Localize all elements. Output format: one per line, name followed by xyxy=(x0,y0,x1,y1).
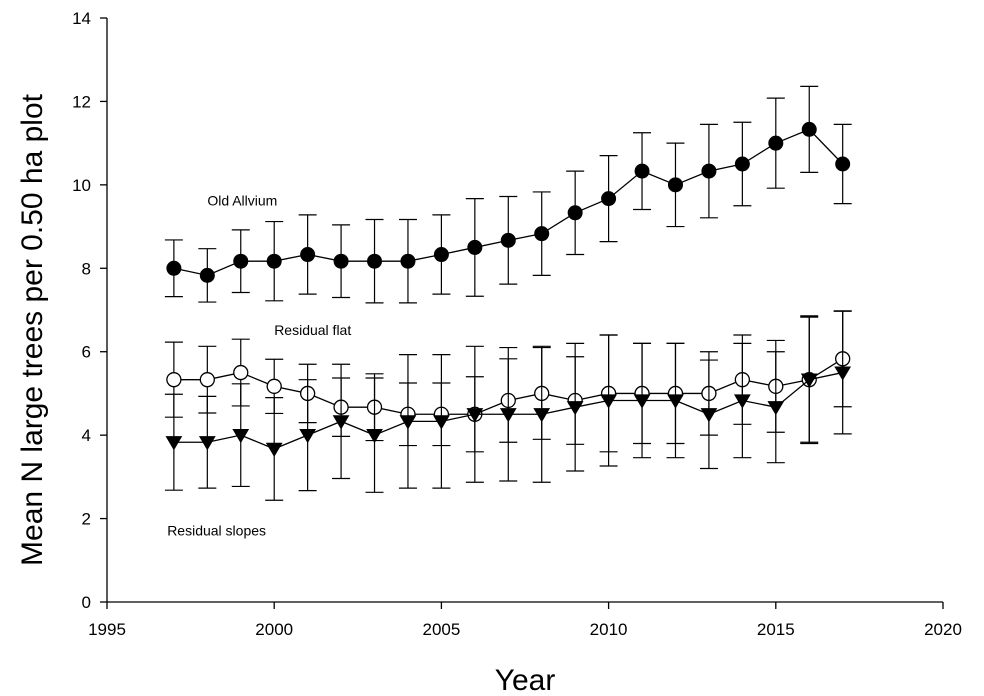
data-point xyxy=(734,156,750,172)
data-point xyxy=(165,436,183,451)
data-point xyxy=(667,177,683,193)
x-tick-label: 2005 xyxy=(422,620,460,639)
y-tick-label: 8 xyxy=(82,259,91,278)
x-axis-title: Year xyxy=(495,664,556,696)
x-tick-label: 2000 xyxy=(255,620,293,639)
data-point xyxy=(466,408,484,423)
data-point xyxy=(332,415,350,430)
data-point xyxy=(166,260,182,276)
x-tick-label: 1995 xyxy=(88,620,126,639)
data-point xyxy=(800,373,818,388)
data-point xyxy=(633,394,651,409)
series-annotation: Residual flat xyxy=(274,322,351,338)
data-point xyxy=(600,394,617,409)
y-tick-label: 4 xyxy=(82,426,91,445)
y-axis-title: Mean N large trees per 0.50 ha plot xyxy=(16,93,49,566)
y-tick-label: 12 xyxy=(72,92,91,111)
data-point xyxy=(233,364,249,381)
data-point xyxy=(835,156,851,172)
data-point xyxy=(533,408,551,423)
data-point xyxy=(433,415,450,430)
data-point xyxy=(233,253,249,269)
data-point xyxy=(366,429,383,444)
y-tick-label: 14 xyxy=(72,9,91,28)
data-point xyxy=(333,253,349,269)
annotation-layer: Old Allvium Residual flat Residual slopes xyxy=(167,193,351,539)
series-annotation: Old Allvium xyxy=(207,193,277,209)
data-point xyxy=(467,239,483,255)
y-tick-label: 2 xyxy=(82,510,91,529)
data-point xyxy=(199,372,215,388)
data-point xyxy=(566,401,584,416)
y-tick-label: 10 xyxy=(72,176,91,195)
data-point xyxy=(266,253,282,269)
data-point xyxy=(534,226,550,242)
data-point xyxy=(400,253,416,269)
data-point xyxy=(768,135,784,151)
series-annotation: Residual slopes xyxy=(167,522,266,538)
data-point xyxy=(300,247,316,263)
data-point xyxy=(733,394,751,409)
data-point xyxy=(232,429,250,444)
x-axis: 1995 2000 2005 2010 2015 2020 xyxy=(88,602,962,639)
x-tick-label: 2015 xyxy=(757,620,795,639)
data-point xyxy=(801,121,817,137)
data-point xyxy=(367,253,383,269)
data-point xyxy=(499,408,517,423)
data-point xyxy=(634,163,650,179)
data-point xyxy=(399,415,417,430)
series-filled-triangle-down xyxy=(164,310,852,501)
data-point xyxy=(767,401,785,416)
series-layer xyxy=(164,85,852,501)
data-point xyxy=(834,366,852,381)
data-point xyxy=(198,436,216,451)
x-tick-label: 2020 xyxy=(924,620,962,639)
x-tick-label: 2010 xyxy=(590,620,628,639)
data-point xyxy=(567,205,583,221)
y-tick-label: 0 xyxy=(82,593,91,612)
plot-frame xyxy=(106,18,943,603)
data-point xyxy=(433,247,449,263)
data-point xyxy=(299,429,317,444)
data-point xyxy=(199,267,215,283)
data-point xyxy=(700,408,718,423)
data-point xyxy=(166,372,182,388)
data-point xyxy=(500,232,516,248)
data-point xyxy=(266,378,282,394)
y-tick-label: 6 xyxy=(82,343,91,362)
data-point xyxy=(265,442,283,458)
data-point xyxy=(667,394,684,409)
data-point xyxy=(701,163,717,179)
data-point xyxy=(601,191,617,207)
y-axis: 0 2 4 6 8 10 12 14 xyxy=(72,9,107,612)
series-filled-circle xyxy=(164,85,852,304)
